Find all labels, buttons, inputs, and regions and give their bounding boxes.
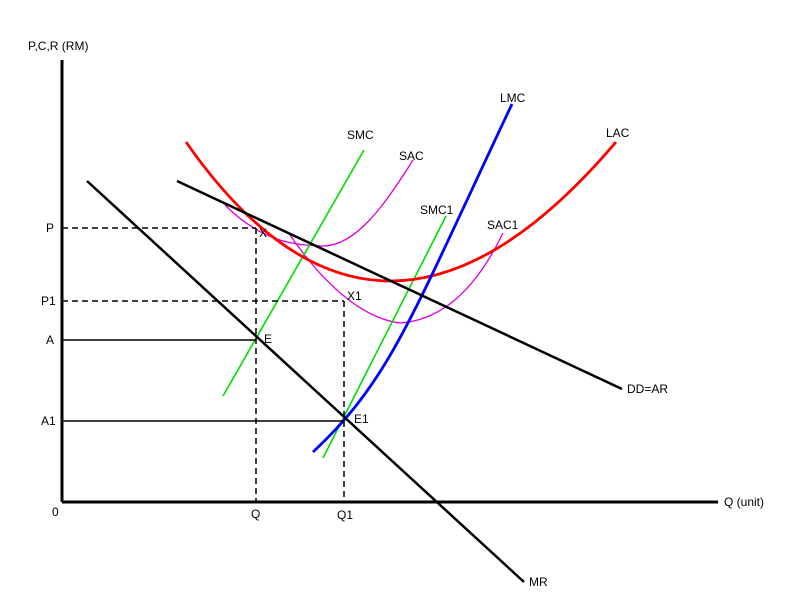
label-smc1: SMC1 — [420, 203, 454, 217]
label-smc: SMC — [347, 128, 374, 142]
lmc-curve — [312, 103, 514, 454]
point-label-x1: X1 — [347, 289, 362, 303]
label-sac: SAC — [399, 149, 424, 163]
smc-curve — [222, 149, 365, 397]
sac1-curve — [287, 231, 504, 324]
tick-label-a: A — [46, 333, 54, 347]
mr-curve — [86, 180, 525, 583]
tick-label-a1: A1 — [41, 414, 56, 428]
dd-ar-curve — [176, 179, 623, 391]
label-dd-ar: DD=AR — [627, 382, 668, 396]
label-lac: LAC — [606, 126, 630, 140]
label-mr: MR — [529, 575, 548, 589]
point-label-e1: E1 — [354, 412, 369, 426]
tick-label-p: P — [46, 221, 54, 235]
x-axis-label: Q (unit) — [724, 495, 764, 509]
sac-curve — [224, 159, 414, 247]
tick-label-q1: Q1 — [337, 508, 353, 522]
tick-label-q: Q — [251, 507, 260, 521]
label-sac1: SAC1 — [487, 218, 519, 232]
y-axis-label: P,C,R (RM) — [28, 39, 88, 53]
point-label-x: X — [259, 226, 267, 240]
point-label-e: E — [264, 332, 272, 346]
label-lmc: LMC — [500, 91, 526, 105]
origin-label: 0 — [52, 505, 59, 519]
tick-label-p1: P1 — [41, 294, 56, 308]
